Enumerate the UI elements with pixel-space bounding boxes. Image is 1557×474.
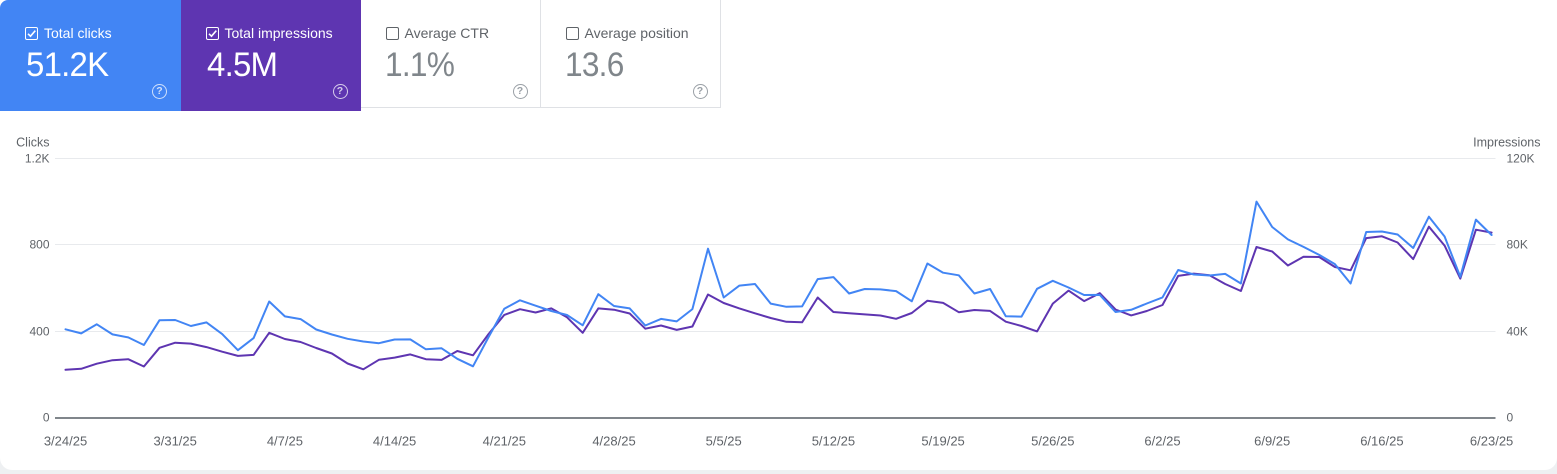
svg-text:3/24/25: 3/24/25: [44, 434, 87, 449]
svg-text:4/21/25: 4/21/25: [483, 434, 526, 449]
svg-text:0: 0: [1507, 411, 1514, 425]
svg-text:6/23/25: 6/23/25: [1470, 434, 1513, 449]
svg-text:4/14/25: 4/14/25: [373, 434, 416, 449]
svg-text:3/31/25: 3/31/25: [154, 434, 197, 449]
svg-text:5/19/25: 5/19/25: [921, 434, 964, 449]
svg-text:Impressions: Impressions: [1473, 136, 1540, 150]
svg-text:400: 400: [29, 325, 49, 339]
svg-text:Clicks: Clicks: [16, 136, 49, 150]
svg-text:80K: 80K: [1507, 238, 1528, 252]
svg-text:0: 0: [43, 411, 50, 425]
svg-text:5/12/25: 5/12/25: [812, 434, 855, 449]
svg-text:4/28/25: 4/28/25: [592, 434, 635, 449]
svg-text:4/7/25: 4/7/25: [267, 434, 303, 449]
svg-text:6/2/25: 6/2/25: [1144, 434, 1180, 449]
svg-text:5/26/25: 5/26/25: [1031, 434, 1074, 449]
svg-text:6/16/25: 6/16/25: [1360, 434, 1403, 449]
svg-text:800: 800: [29, 238, 49, 252]
svg-text:40K: 40K: [1507, 325, 1528, 339]
svg-text:120K: 120K: [1507, 152, 1535, 166]
svg-text:6/9/25: 6/9/25: [1254, 434, 1290, 449]
svg-text:1.2K: 1.2K: [25, 152, 50, 166]
svg-text:5/5/25: 5/5/25: [706, 434, 742, 449]
